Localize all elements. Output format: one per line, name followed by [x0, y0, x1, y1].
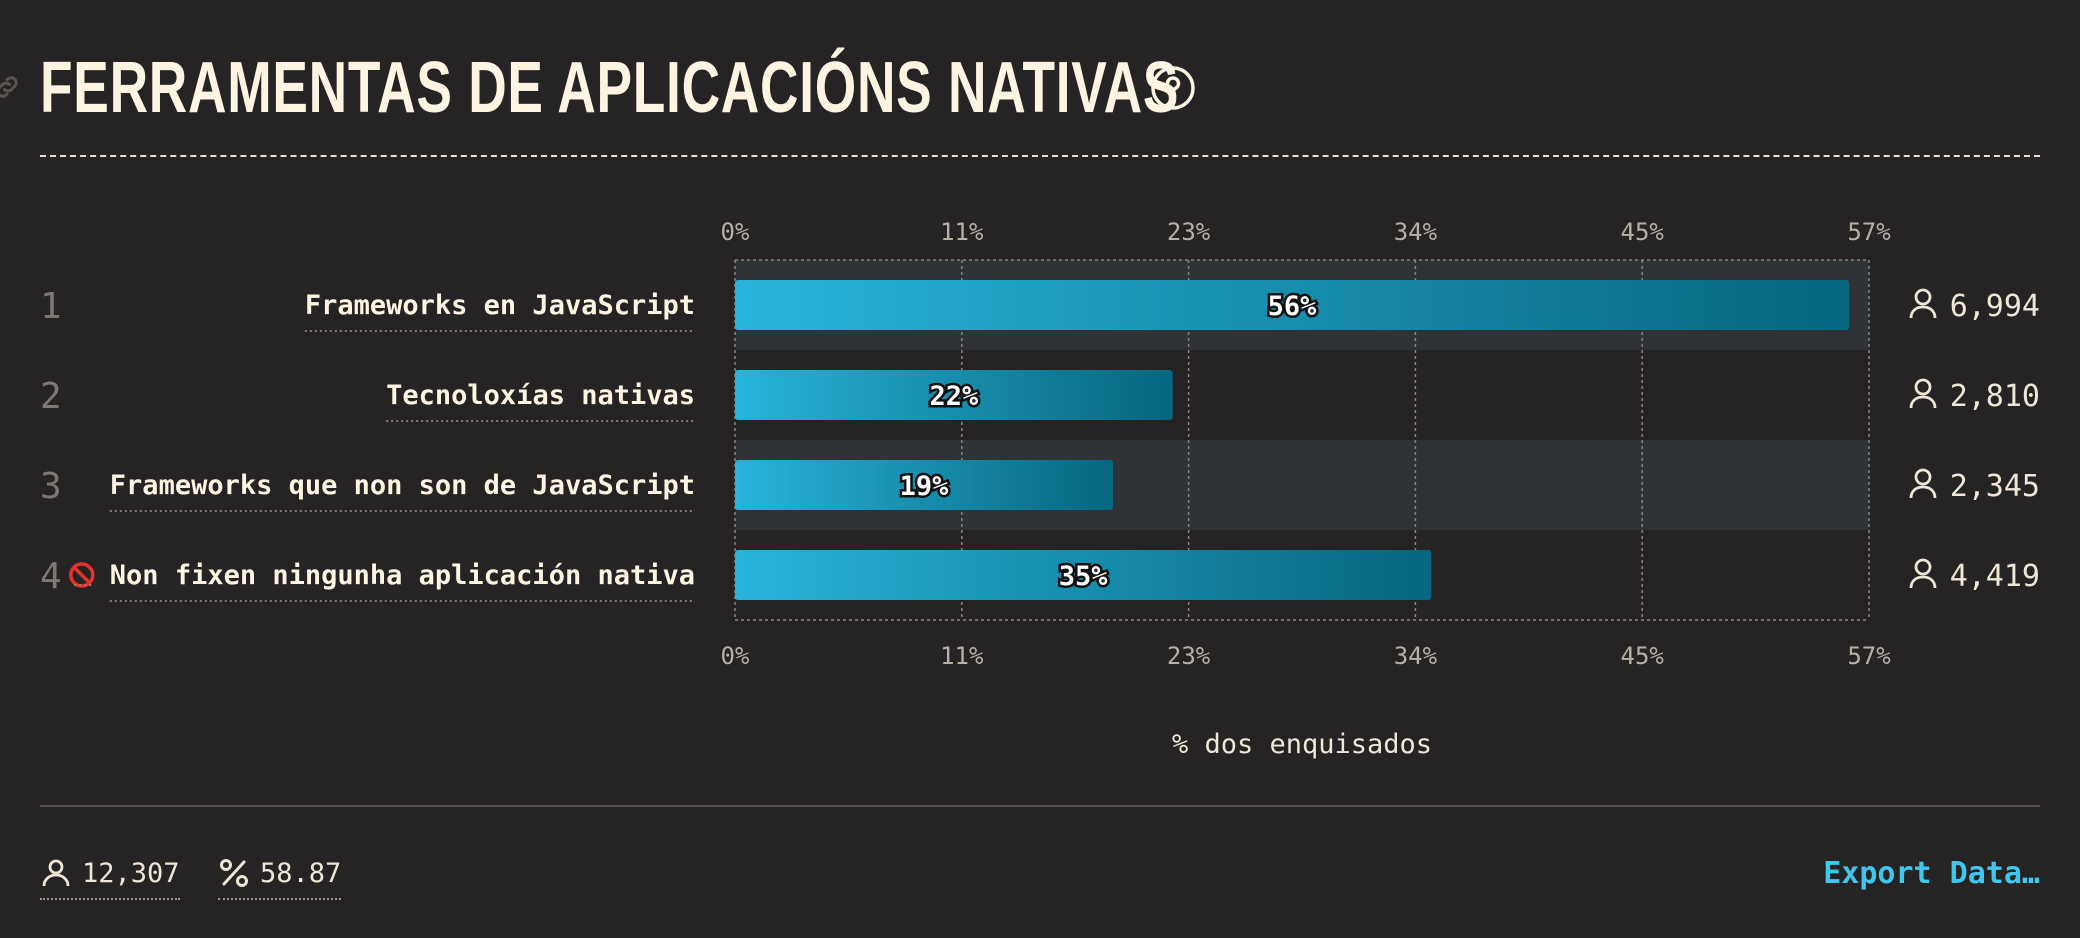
x-tick-label-top: 23%: [1167, 218, 1211, 246]
x-tick-label-top: 0%: [721, 218, 750, 246]
x-tick-label-top: 57%: [1847, 218, 1891, 246]
bar-value-label: 19%: [900, 471, 950, 502]
question-circle-icon[interactable]: [1150, 65, 1196, 111]
no-entry-icon: [69, 562, 95, 588]
respondent-count: 2,810: [1950, 379, 2040, 414]
user-icon: [42, 859, 70, 887]
user-icon: [1909, 378, 1937, 409]
x-tick-label-bottom: 45%: [1621, 642, 1665, 670]
bar[interactable]: [735, 280, 1850, 330]
bar[interactable]: [735, 550, 1432, 600]
user-icon: [1909, 468, 1937, 499]
user-icon: [1909, 558, 1937, 589]
completion-percentage-value: 58.87: [260, 857, 342, 889]
link-icon[interactable]: [0, 72, 22, 102]
rank-number: 3: [40, 466, 62, 507]
bar-value-label: 35%: [1059, 561, 1109, 592]
x-tick-label-bottom: 11%: [940, 642, 984, 670]
title-divider: [40, 155, 2040, 157]
page-title: FERRAMENTAS DE APLICACIÓNS NATIVAS: [40, 48, 1180, 128]
export-data-button[interactable]: Export Data…: [1823, 856, 2040, 891]
bar-value-label: 22%: [929, 381, 979, 412]
x-tick-label-top: 11%: [940, 218, 984, 246]
user-icon: [1909, 288, 1937, 319]
respondent-count: 4,419: [1950, 559, 2040, 594]
rank-number: 4: [40, 556, 62, 597]
bar[interactable]: [735, 370, 1173, 420]
x-tick-label-bottom: 23%: [1167, 642, 1211, 670]
bar-chart: 0% 0% 11% 11% 23% 23% 34% 34% 45% 45% 57% 57% 56% 1 Fr…: [40, 218, 2040, 760]
respondent-count: 6,994: [1950, 289, 2040, 324]
respondent-count: 2,345: [1950, 469, 2040, 504]
category-label[interactable]: Non fixen ningunha aplicación nativa: [110, 560, 695, 591]
total-respondents[interactable]: 12,307: [40, 852, 180, 900]
rank-number: 1: [40, 286, 62, 327]
total-respondents-value: 12,307: [82, 857, 180, 889]
completion-percentage[interactable]: 58.87: [218, 852, 342, 900]
x-tick-label-bottom: 57%: [1847, 642, 1891, 670]
category-label[interactable]: Frameworks que non son de JavaScript: [110, 470, 695, 501]
bar[interactable]: [735, 460, 1113, 510]
category-label[interactable]: Tecnoloxías nativas: [386, 380, 695, 411]
rank-number: 2: [40, 376, 62, 417]
bar-value-label: 56%: [1268, 291, 1318, 322]
x-tick-label-top: 45%: [1621, 218, 1665, 246]
footer-divider: [40, 805, 2040, 807]
x-tick-label-bottom: 0%: [721, 642, 750, 670]
x-axis-label: % dos enquisados: [1172, 729, 1432, 760]
x-tick-label-top: 34%: [1394, 218, 1438, 246]
x-tick-label-bottom: 34%: [1394, 642, 1438, 670]
category-label[interactable]: Frameworks en JavaScript: [305, 290, 695, 321]
percent-icon: [220, 859, 248, 887]
